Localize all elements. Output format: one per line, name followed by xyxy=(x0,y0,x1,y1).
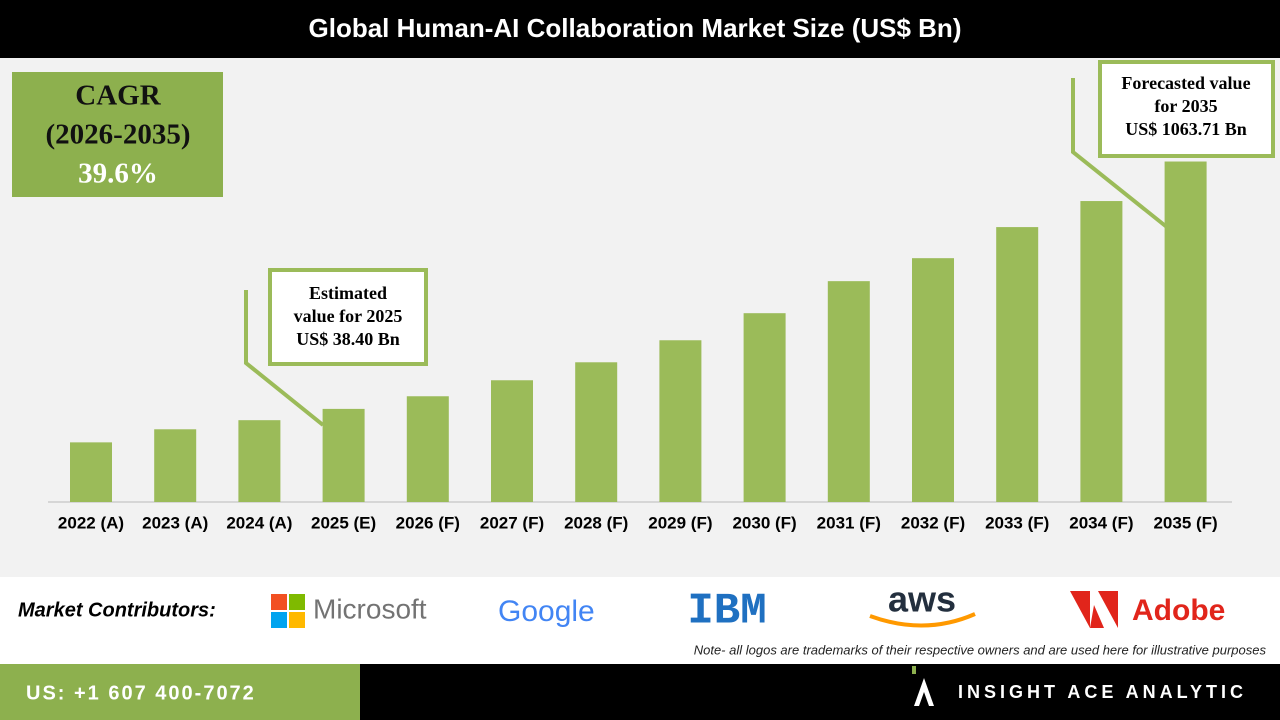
logo-icon xyxy=(289,612,305,628)
x-tick-label: 2033 (F) xyxy=(985,513,1049,532)
logo: Google xyxy=(498,595,595,628)
x-tick-label: 2035 (F) xyxy=(1153,513,1217,532)
x-tick-label: 2030 (F) xyxy=(732,513,796,532)
cagr-period: (2026-2035) xyxy=(46,119,191,151)
bar xyxy=(1080,201,1123,502)
bar xyxy=(659,340,702,502)
x-tick-label: 2032 (F) xyxy=(901,513,965,532)
contributors-label: Market Contributors: xyxy=(18,599,216,621)
annotation-text: Forecasted value xyxy=(1121,73,1250,93)
logo-icon xyxy=(1070,591,1118,628)
bar xyxy=(575,362,618,502)
logo: Microsoft xyxy=(313,593,427,624)
annotation-text: value for 2025 xyxy=(294,306,403,326)
note: Note- all logos are trademarks of their … xyxy=(694,642,1267,657)
x-tick-label: 2028 (F) xyxy=(564,513,628,532)
x-tick-label: 2031 (F) xyxy=(817,513,881,532)
annotation-box xyxy=(1098,60,1275,158)
annotation-box xyxy=(268,268,428,366)
cagr-box xyxy=(12,72,223,197)
annotation-text: US$ 1063.71 Bn xyxy=(1125,119,1247,139)
logo-icon xyxy=(271,594,287,610)
logo-smile xyxy=(869,612,976,628)
logo: Adobe xyxy=(1132,594,1225,627)
phone: US: +1 607 400-7072 xyxy=(26,682,256,704)
x-tick-label: 2026 (F) xyxy=(396,513,460,532)
title-bar xyxy=(0,0,1280,58)
annotation-text: Estimated xyxy=(309,283,387,303)
bar xyxy=(70,442,112,502)
chart-title: Global Human-AI Collaboration Market Siz… xyxy=(309,13,962,43)
x-tick-label: 2022 (A) xyxy=(58,513,124,532)
connector xyxy=(244,290,325,427)
brand-icon xyxy=(912,666,916,674)
brand: INSIGHT ACE ANALYTIC xyxy=(958,682,1247,702)
connector xyxy=(1071,78,1170,230)
x-tick-label: 2034 (F) xyxy=(1069,513,1133,532)
x-tick-label: 2029 (F) xyxy=(648,513,712,532)
x-tick-label: 2024 (A) xyxy=(226,513,292,532)
annotation-text: for 2035 xyxy=(1154,96,1217,116)
phone-bar xyxy=(0,664,360,720)
x-tick-label: 2027 (F) xyxy=(480,513,544,532)
cagr-value: 39.6% xyxy=(78,158,158,190)
bar xyxy=(322,408,365,502)
bar xyxy=(996,227,1039,503)
logo: IBM xyxy=(687,587,766,637)
bar xyxy=(406,396,449,502)
x-tick-label: 2023 (A) xyxy=(142,513,208,532)
bar xyxy=(154,429,197,502)
annotation-text: US$ 38.40 Bn xyxy=(296,329,400,349)
bar xyxy=(238,420,281,502)
logo-icon xyxy=(271,612,287,628)
cagr-label: CAGR xyxy=(75,80,161,112)
logo: aws xyxy=(888,579,956,620)
brand-icon xyxy=(914,678,934,706)
bar xyxy=(743,313,786,502)
x-tick-label: 2025 (E) xyxy=(311,513,376,532)
bar xyxy=(491,380,533,502)
bar xyxy=(912,258,954,502)
brand-bar xyxy=(360,664,1280,720)
logo-icon xyxy=(289,594,305,610)
bar xyxy=(827,281,870,502)
bar xyxy=(1164,161,1207,502)
